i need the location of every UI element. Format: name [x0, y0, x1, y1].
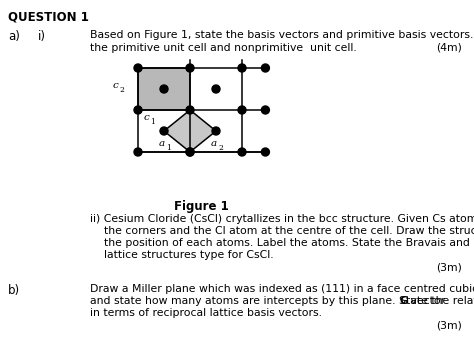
Circle shape [134, 148, 142, 156]
Text: and state how many atoms are intercepts by this plane. State the related: and state how many atoms are intercepts … [90, 296, 474, 306]
Circle shape [238, 106, 246, 114]
Text: the corners and the Cl atom at the centre of the cell. Draw the structure and sh: the corners and the Cl atom at the centr… [90, 226, 474, 236]
Text: 2: 2 [219, 144, 223, 152]
Text: Draw a Miller plane which was indexed as (111) in a face centred cubic structure: Draw a Miller plane which was indexed as… [90, 284, 474, 294]
Text: G: G [400, 296, 409, 306]
Text: (3m): (3m) [436, 262, 462, 272]
Text: a: a [159, 139, 165, 148]
Text: QUESTION 1: QUESTION 1 [8, 10, 89, 23]
Circle shape [160, 127, 168, 135]
Circle shape [238, 64, 246, 72]
Circle shape [160, 85, 168, 93]
Text: in terms of reciprocal lattice basis vectors.: in terms of reciprocal lattice basis vec… [90, 308, 322, 318]
Text: 1: 1 [150, 118, 155, 126]
Circle shape [186, 148, 194, 156]
Text: Figure 1: Figure 1 [174, 200, 229, 213]
Text: ii) Cesium Cloride (CsCl) crytallizes in the bcc structure. Given Cs atoms locat: ii) Cesium Cloride (CsCl) crytallizes in… [90, 214, 474, 224]
Text: vector: vector [407, 296, 445, 306]
Polygon shape [138, 68, 190, 110]
Circle shape [261, 64, 269, 72]
Text: Based on Figure 1, state the basis vectors and primitive basis vectors. Label: Based on Figure 1, state the basis vecto… [90, 30, 474, 40]
Text: (3m): (3m) [436, 320, 462, 330]
Text: i): i) [38, 30, 46, 43]
Circle shape [134, 64, 142, 72]
Circle shape [186, 106, 194, 114]
Text: c: c [144, 113, 150, 122]
Circle shape [186, 148, 194, 156]
Text: c: c [112, 80, 118, 89]
Circle shape [212, 85, 220, 93]
Text: (4m): (4m) [436, 43, 462, 53]
Text: 1: 1 [166, 144, 172, 152]
Text: a: a [211, 139, 217, 148]
Text: b): b) [8, 284, 20, 297]
Text: the primitive unit cell and nonprimitive  unit cell.: the primitive unit cell and nonprimitive… [90, 43, 357, 53]
Polygon shape [164, 110, 216, 152]
Text: lattice structures type for CsCl.: lattice structures type for CsCl. [90, 250, 273, 260]
Circle shape [261, 148, 269, 156]
Text: 2: 2 [119, 86, 124, 94]
Text: the position of each atoms. Label the atoms. State the Bravais and non Bravais: the position of each atoms. Label the at… [90, 238, 474, 248]
Circle shape [238, 148, 246, 156]
Text: a): a) [8, 30, 20, 43]
Circle shape [261, 106, 269, 114]
Circle shape [134, 106, 142, 114]
Circle shape [186, 64, 194, 72]
Circle shape [212, 127, 220, 135]
